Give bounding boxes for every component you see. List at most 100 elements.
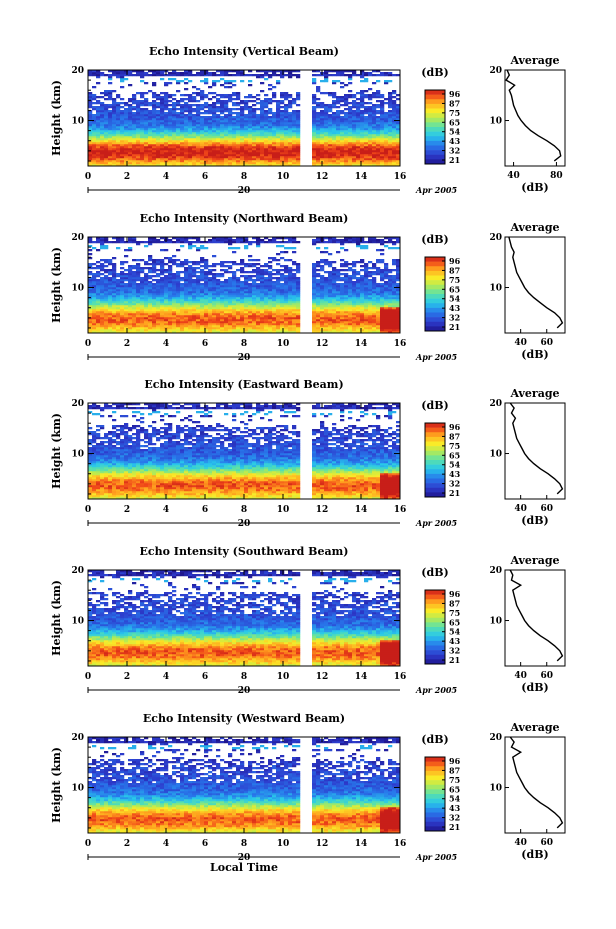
heatmap-cell: [284, 327, 289, 330]
heatmap-cell: [88, 325, 93, 328]
heatmap-cell: [320, 301, 325, 304]
heatmap-cell: [180, 265, 185, 268]
heatmap-cell: [152, 162, 157, 165]
heatmap-cell: [260, 120, 265, 123]
heatmap-cell: [136, 241, 141, 244]
heatmap-cell: [152, 110, 157, 113]
heatmap-cell: [348, 148, 353, 151]
heatmap-cell: [324, 259, 329, 262]
heatmap-cell: [128, 142, 133, 145]
heatmap-cell: [280, 122, 285, 125]
heatmap-cell: [228, 118, 233, 121]
heatmap-cell: [128, 313, 133, 316]
heatmap-cell: [168, 271, 173, 274]
heatmap-cell: [104, 325, 109, 328]
heatmap-cell: [92, 142, 97, 145]
heatmap-cell: [140, 301, 145, 304]
heatmap-cell: [136, 140, 141, 143]
heatmap-cell: [104, 295, 109, 298]
heatmap-cell: [160, 277, 165, 280]
heatmap-cell: [380, 118, 385, 121]
heatmap-cell: [120, 128, 125, 131]
heatmap-cell: [352, 156, 357, 159]
heatmap-cell: [204, 273, 209, 276]
heatmap-cell: [344, 132, 349, 135]
heatmap-cell: [104, 158, 109, 161]
heatmap-cell: [276, 156, 281, 159]
heatmap-cell: [212, 323, 217, 326]
heatmap-cell: [208, 305, 213, 308]
heatmap-cell: [220, 331, 225, 334]
heatmap-cell: [100, 144, 105, 147]
heatmap-cell: [224, 152, 229, 155]
heatmap-cell: [288, 295, 293, 298]
heatmap-cell: [112, 146, 117, 149]
heatmap-cell: [112, 162, 117, 165]
heatmap-cell: [128, 112, 133, 115]
heatmap-cell: [100, 323, 105, 326]
heatmap-cell: [260, 321, 265, 324]
heatmap-cell: [188, 287, 193, 290]
heatmap-cell: [156, 283, 161, 286]
heatmap-cell: [180, 237, 185, 240]
heatmap-cell: [152, 295, 157, 298]
heatmap-cell: [124, 138, 129, 141]
heatmap-cell: [388, 114, 393, 117]
heatmap-cell: [200, 283, 205, 286]
heatmap-cell: [144, 303, 149, 306]
heatmap-cell: [140, 319, 145, 322]
heatmap-cell: [364, 144, 369, 147]
heatmap-cell: [144, 152, 149, 155]
heatmap-cell: [244, 329, 249, 332]
heatmap-cell: [136, 74, 141, 77]
heatmap-cell: [228, 309, 233, 312]
heatmap-cell: [324, 78, 329, 81]
heatmap-cell: [216, 273, 221, 276]
heatmap-cell: [224, 307, 229, 310]
heatmap-cell: [152, 307, 157, 310]
heatmap-cell: [248, 140, 253, 143]
heatmap-cell: [224, 281, 229, 284]
heatmap-cell: [96, 128, 101, 131]
heatmap-cell: [316, 148, 321, 151]
heatmap-cell: [196, 72, 201, 75]
heatmap-cell: [188, 311, 193, 314]
heatmap-cell: [168, 144, 173, 147]
heatmap-cell: [172, 150, 177, 153]
heatmap-cell: [348, 146, 353, 149]
heatmap-cell: [288, 323, 293, 326]
heatmap-cell: [140, 124, 145, 127]
heatmap-cell: [256, 295, 261, 298]
heatmap-cell: [160, 299, 165, 302]
heatmap-cell: [152, 279, 157, 282]
heatmap-cell: [156, 132, 161, 135]
heatmap-cell: [220, 327, 225, 330]
heatmap-cell: [264, 112, 269, 115]
heatmap-cell: [260, 158, 265, 161]
heatmap-cell: [228, 120, 233, 123]
heatmap-cell: [288, 104, 293, 107]
heatmap-cell: [272, 128, 277, 131]
heatmap-cell: [180, 150, 185, 153]
colorbar-segment: [425, 127, 445, 132]
heatmap-cell: [204, 82, 209, 85]
heatmap-cell: [272, 148, 277, 151]
heatmap-cell: [160, 315, 165, 318]
heatmap-cell: [144, 116, 149, 119]
heatmap-cell: [276, 329, 281, 332]
heatmap-cell: [392, 132, 397, 135]
heatmap-cell: [188, 164, 193, 167]
heatmap-cell: [268, 287, 273, 290]
heatmap-cell: [152, 154, 157, 157]
heatmap-cell: [388, 128, 393, 131]
heatmap-cell: [192, 118, 197, 121]
heatmap-cell: [264, 138, 269, 141]
heatmap-cell: [136, 273, 141, 276]
heatmap-cell: [212, 138, 217, 141]
heatmap-cell: [168, 132, 173, 135]
heatmap-cell: [208, 144, 213, 147]
colorbar-segment: [425, 136, 445, 142]
heatmap-cell: [120, 124, 125, 127]
heatmap-cell: [92, 146, 97, 149]
heatmap-cell: [216, 307, 221, 310]
